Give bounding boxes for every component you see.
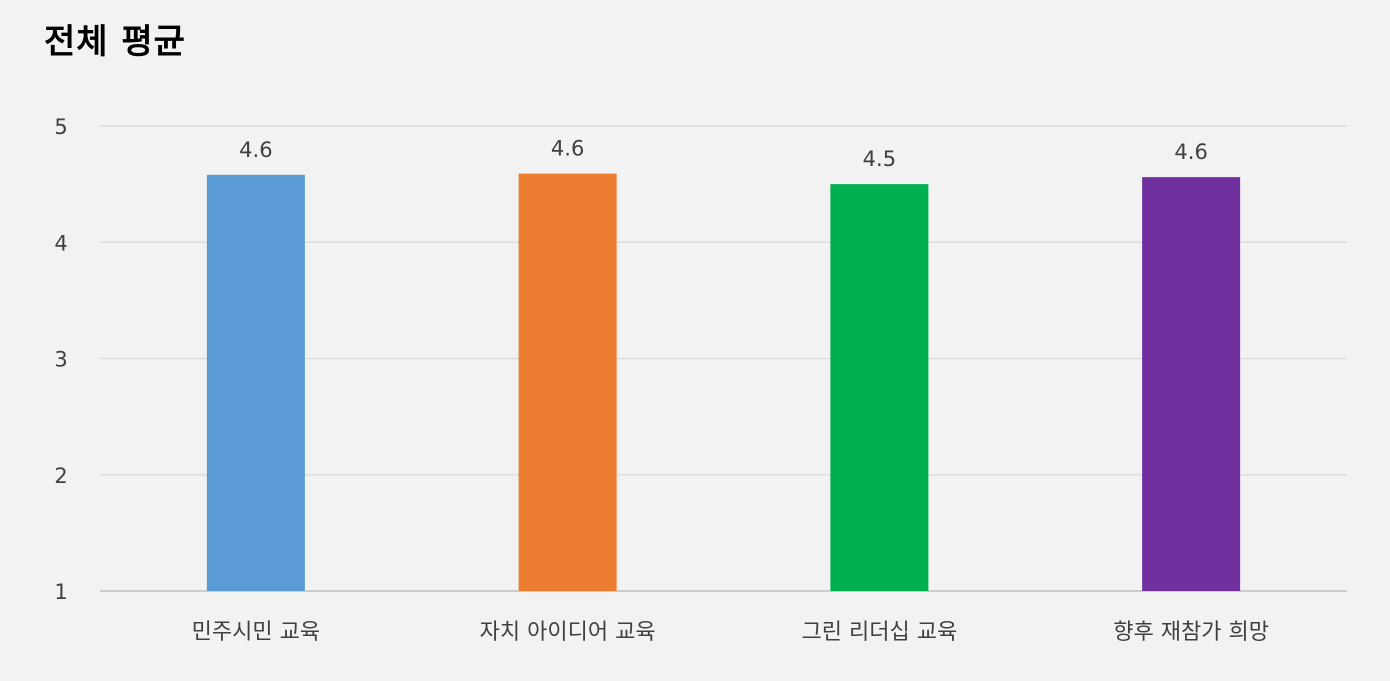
bar bbox=[206, 174, 305, 591]
category-label: 그린 리더십 교육 bbox=[802, 620, 958, 645]
category-label: 민주시민 교육 bbox=[192, 620, 320, 645]
y-tick-label: 3 bbox=[54, 348, 67, 372]
bars bbox=[206, 173, 1241, 591]
data-label: 4.5 bbox=[863, 147, 896, 171]
gridlines bbox=[100, 125, 1347, 592]
x-axis-categories: 민주시민 교육 자치 아이디어 교육 그린 리더십 교육 향후 재참가 희망 bbox=[192, 620, 1269, 645]
data-label: 4.6 bbox=[1174, 140, 1207, 164]
bar bbox=[830, 184, 929, 591]
bar bbox=[1142, 177, 1241, 591]
y-tick-label: 2 bbox=[54, 464, 67, 488]
category-label: 자치 아이디어 교육 bbox=[480, 620, 656, 645]
y-axis-ticks: 1 2 3 4 5 bbox=[54, 115, 67, 604]
data-labels: 4.6 4.6 4.5 4.6 bbox=[239, 137, 1208, 171]
bar bbox=[518, 173, 617, 591]
category-label: 향후 재참가 희망 bbox=[1113, 620, 1269, 645]
y-tick-label: 1 bbox=[54, 580, 67, 604]
data-label: 4.6 bbox=[551, 137, 584, 161]
chart-title: 전체 평균 bbox=[44, 22, 186, 62]
data-label: 4.6 bbox=[239, 138, 272, 162]
y-tick-label: 5 bbox=[54, 115, 67, 139]
y-tick-label: 4 bbox=[54, 231, 67, 255]
